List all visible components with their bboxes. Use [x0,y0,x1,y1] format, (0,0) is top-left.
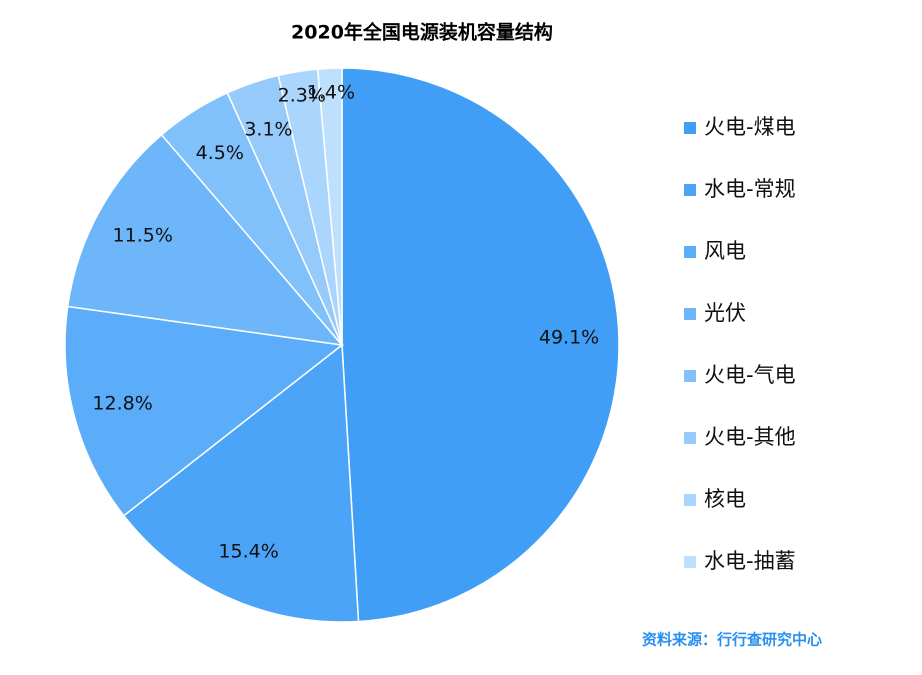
data-label: 15.4% [218,541,278,563]
legend-label: 水电-常规 [704,177,796,201]
legend-label: 火电-气电 [704,363,796,387]
legend-swatch [684,494,696,506]
pie-slice [122,343,360,623]
data-label: 3.1% [244,119,292,141]
legend-swatch [684,184,696,196]
data-label: 2.3% [278,85,326,107]
data-label: 12.8% [92,392,152,414]
legend-label: 火电-其他 [704,425,796,449]
legend-swatch [684,122,696,134]
data-label: 4.5% [196,142,244,164]
chart-title: 2020年全国电源装机容量结构 [291,21,553,44]
legend-swatch [684,308,696,320]
legend-label: 水电-抽蓄 [704,549,796,573]
legend-swatch [684,246,696,258]
pie-slice [64,305,344,517]
data-label: 11.5% [113,224,173,246]
legend-label: 风电 [704,239,746,263]
legend-label: 火电-煤电 [704,115,796,139]
pie-slice [341,67,620,623]
legend-swatch [684,432,696,444]
legend-label: 光伏 [704,301,746,325]
pie-slice [316,67,343,346]
data-label: 49.1% [539,327,599,349]
data-label: 1.4% [307,82,355,104]
pie-slice [66,133,344,347]
legend-swatch [684,370,696,382]
legend-swatch [684,556,696,568]
source: 资料来源：行行查研究中心 [642,631,822,649]
legend-label: 核电 [704,487,746,511]
